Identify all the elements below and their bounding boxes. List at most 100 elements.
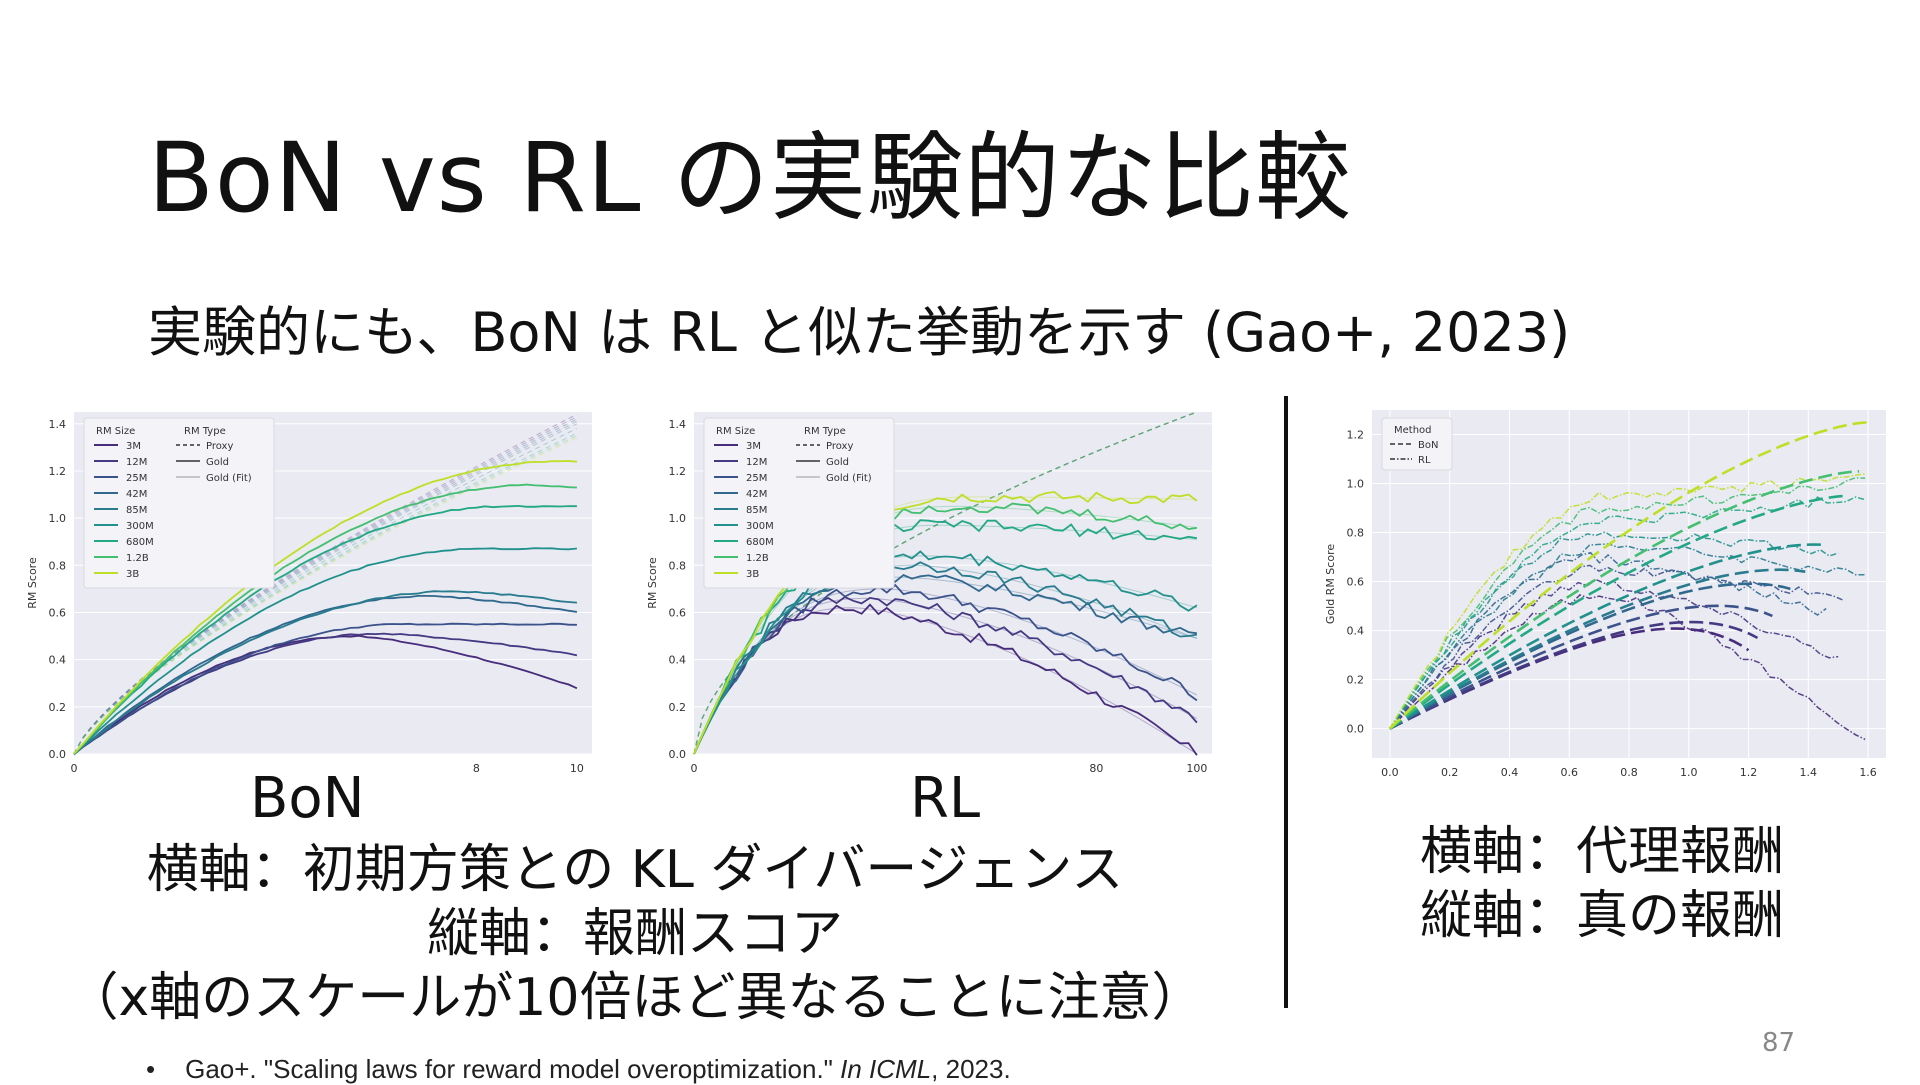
cmp-xtick-3: 0.6 — [1560, 766, 1578, 779]
rl-legend-size-6: 680M — [746, 537, 774, 548]
cmp-ytick-3: 0.6 — [1347, 576, 1365, 589]
cmp-bon-line-8 — [1389, 421, 1869, 730]
bon-ytick-7: 1.4 — [49, 418, 67, 431]
rl-gold-fit-line-8 — [693, 496, 1197, 755]
bon-gold-line-7 — [73, 483, 577, 755]
rl-ytick-3: 0.6 — [669, 606, 687, 619]
rl-gold-line-0 — [693, 603, 1198, 756]
rl-gold-fit-line-6 — [693, 524, 1197, 755]
cmp-ytick-1: 0.2 — [1347, 674, 1365, 687]
slide-title: BoN vs RL の実験的な比較 — [148, 122, 1352, 234]
cmp-xtick-1: 0.2 — [1441, 766, 1459, 779]
rl-legend-size-title: RM Size — [716, 426, 755, 437]
bon-label: BoN — [250, 766, 365, 831]
bon-ytick-0: 0.0 — [49, 748, 67, 761]
rl-gold-line-8 — [693, 490, 1198, 755]
rl-gold-line-3 — [693, 572, 1198, 755]
cmp-xtick-0: 0.0 — [1381, 766, 1399, 779]
cmp-rl-line-8 — [1389, 473, 1866, 729]
bon-legend-size-2: 25M — [126, 473, 147, 484]
rl-legend-size-0: 3M — [746, 441, 761, 452]
bon-legend-size-7: 1.2B — [126, 553, 149, 564]
bon-legend-size-4: 85M — [126, 505, 147, 516]
cmp-legend-entry-1: RL — [1418, 455, 1431, 466]
comparison-chart-panel: 0.0 0.2 0.4 0.6 0.8 1.0 1.2 Gold RM Score 0.0 0.2… — [1316, 400, 1896, 780]
bon-legend-size-8: 3B — [126, 569, 139, 580]
rl-legend-size-8: 3B — [746, 569, 759, 580]
bon-xtick-0: 0 — [71, 762, 78, 775]
rl-legend-type-1: Gold — [826, 457, 849, 468]
cmp-rl-line-7 — [1389, 476, 1866, 729]
bon-ylabel: RM Score — [26, 557, 39, 609]
bon-gold-line-5 — [73, 547, 577, 756]
bon-proxy-line-8 — [73, 437, 578, 755]
cmp-ytick-5: 1.0 — [1347, 478, 1365, 491]
bon-legend-box — [83, 417, 275, 589]
bon-gold-line-6 — [73, 504, 577, 755]
cmp-rl-line-5 — [1389, 531, 1839, 730]
bon-proxy-line-2 — [73, 418, 578, 755]
cmp-xtick-8: 1.6 — [1859, 766, 1877, 779]
bon-legend-size-6: 680M — [126, 537, 154, 548]
cmp-xtick-2: 0.4 — [1501, 766, 1519, 779]
rl-legend-size-7: 1.2B — [746, 553, 769, 564]
rl-label: RL — [910, 766, 981, 831]
reference-venue: In ICML — [840, 1054, 932, 1084]
cmp-ytick-6: 1.2 — [1347, 429, 1365, 442]
bon-ytick-6: 1.2 — [49, 465, 67, 478]
comparison-chart: 0.0 0.2 0.4 0.6 0.8 1.0 1.2 Gold RM Score 0.0 0.2… — [1324, 410, 1886, 779]
cmp-bon-line-7 — [1389, 470, 1860, 730]
cmp-rl-line-4 — [1389, 543, 1866, 730]
rl-gold-line-6 — [693, 519, 1198, 755]
rl-gold-line-2 — [693, 583, 1198, 755]
cmp-bon-line-4 — [1389, 568, 1806, 730]
cmp-bon-line-2 — [1389, 604, 1773, 730]
rl-xtick-2: 100 — [1186, 762, 1207, 775]
caption-line-y: 縦軸：報酬スコア — [426, 904, 843, 964]
rl-ytick-6: 1.2 — [669, 465, 687, 478]
bon-legend-type-2: Gold (Fit) — [206, 473, 252, 484]
bon-proxy-line-7 — [73, 435, 578, 755]
rl-chart: 0.0 0.2 0.4 0.6 0.8 1.0 1.2 1.4 RM Score 0 80 100 RM… — [646, 411, 1212, 775]
axis-caption: 横軸：初期方策との KL ダイバージェンス 縦軸：報酬スコア （x軸のスケールが… — [0, 838, 1270, 1030]
cmp-rl-line-3 — [1389, 551, 1827, 730]
rl-legend-size-3: 42M — [746, 489, 767, 500]
bon-gold-line-3 — [73, 595, 578, 755]
slide-subtitle: 実験的にも、BoN は RL と似た挙動を示す (Gao+, 2023) — [148, 301, 1571, 364]
rl-legend-type-0: Proxy — [826, 441, 853, 452]
page-number: 87 — [1762, 1028, 1796, 1058]
rl-ytick-7: 1.4 — [669, 418, 687, 431]
cmp-legend-title: Method — [1394, 425, 1432, 436]
vertical-divider — [1284, 396, 1288, 1008]
bon-legend-type-0: Proxy — [206, 441, 233, 452]
bon-legend-type-1: Gold — [206, 457, 229, 468]
right-caption-line-y: 縦軸：真の報酬 — [1420, 886, 1785, 946]
rl-legend-size-1: 12M — [746, 457, 767, 468]
rl-ytick-2: 0.4 — [669, 654, 687, 667]
cmp-xtick-5: 1.0 — [1680, 766, 1698, 779]
caption-line-x: 横軸：初期方策との KL ダイバージェンス — [146, 840, 1124, 900]
cmp-xtick-4: 0.8 — [1620, 766, 1638, 779]
bon-legend-size-0: 3M — [126, 441, 141, 452]
cmp-ytick-0: 0.0 — [1347, 723, 1365, 736]
bon-chart: 0.0 0.2 0.4 0.6 0.8 1.0 1.2 1.4 RM Score 0 8 10 RM S… — [26, 412, 592, 775]
bon-legend-size-title: RM Size — [96, 426, 135, 437]
rl-legend-size-2: 25M — [746, 473, 767, 484]
cmp-legend-box — [1381, 417, 1453, 471]
rl-xtick-1: 80 — [1089, 762, 1103, 775]
cmp-legend-entry-0: BoN — [1418, 440, 1438, 451]
bon-legend-type-title: RM Type — [184, 426, 226, 437]
cmp-rl-line-1 — [1389, 578, 1839, 730]
cmp-bon-line-6 — [1389, 494, 1848, 730]
bon-legend-size-1: 12M — [126, 457, 147, 468]
cmp-ylabel: Gold RM Score — [1324, 544, 1337, 624]
cmp-bon-line-1 — [1389, 620, 1759, 730]
rl-legend-size-5: 300M — [746, 521, 774, 532]
cmp-rl-line-0 — [1389, 594, 1866, 741]
bon-xtick-2: 10 — [570, 762, 584, 775]
rl-gold-line-5 — [693, 550, 1198, 755]
rl-legend-type-2: Gold (Fit) — [826, 473, 872, 484]
right-caption-line-x: 横軸：代理報酬 — [1420, 822, 1785, 882]
bon-legend-size-5: 300M — [126, 521, 154, 532]
rl-legend-box — [703, 417, 895, 589]
